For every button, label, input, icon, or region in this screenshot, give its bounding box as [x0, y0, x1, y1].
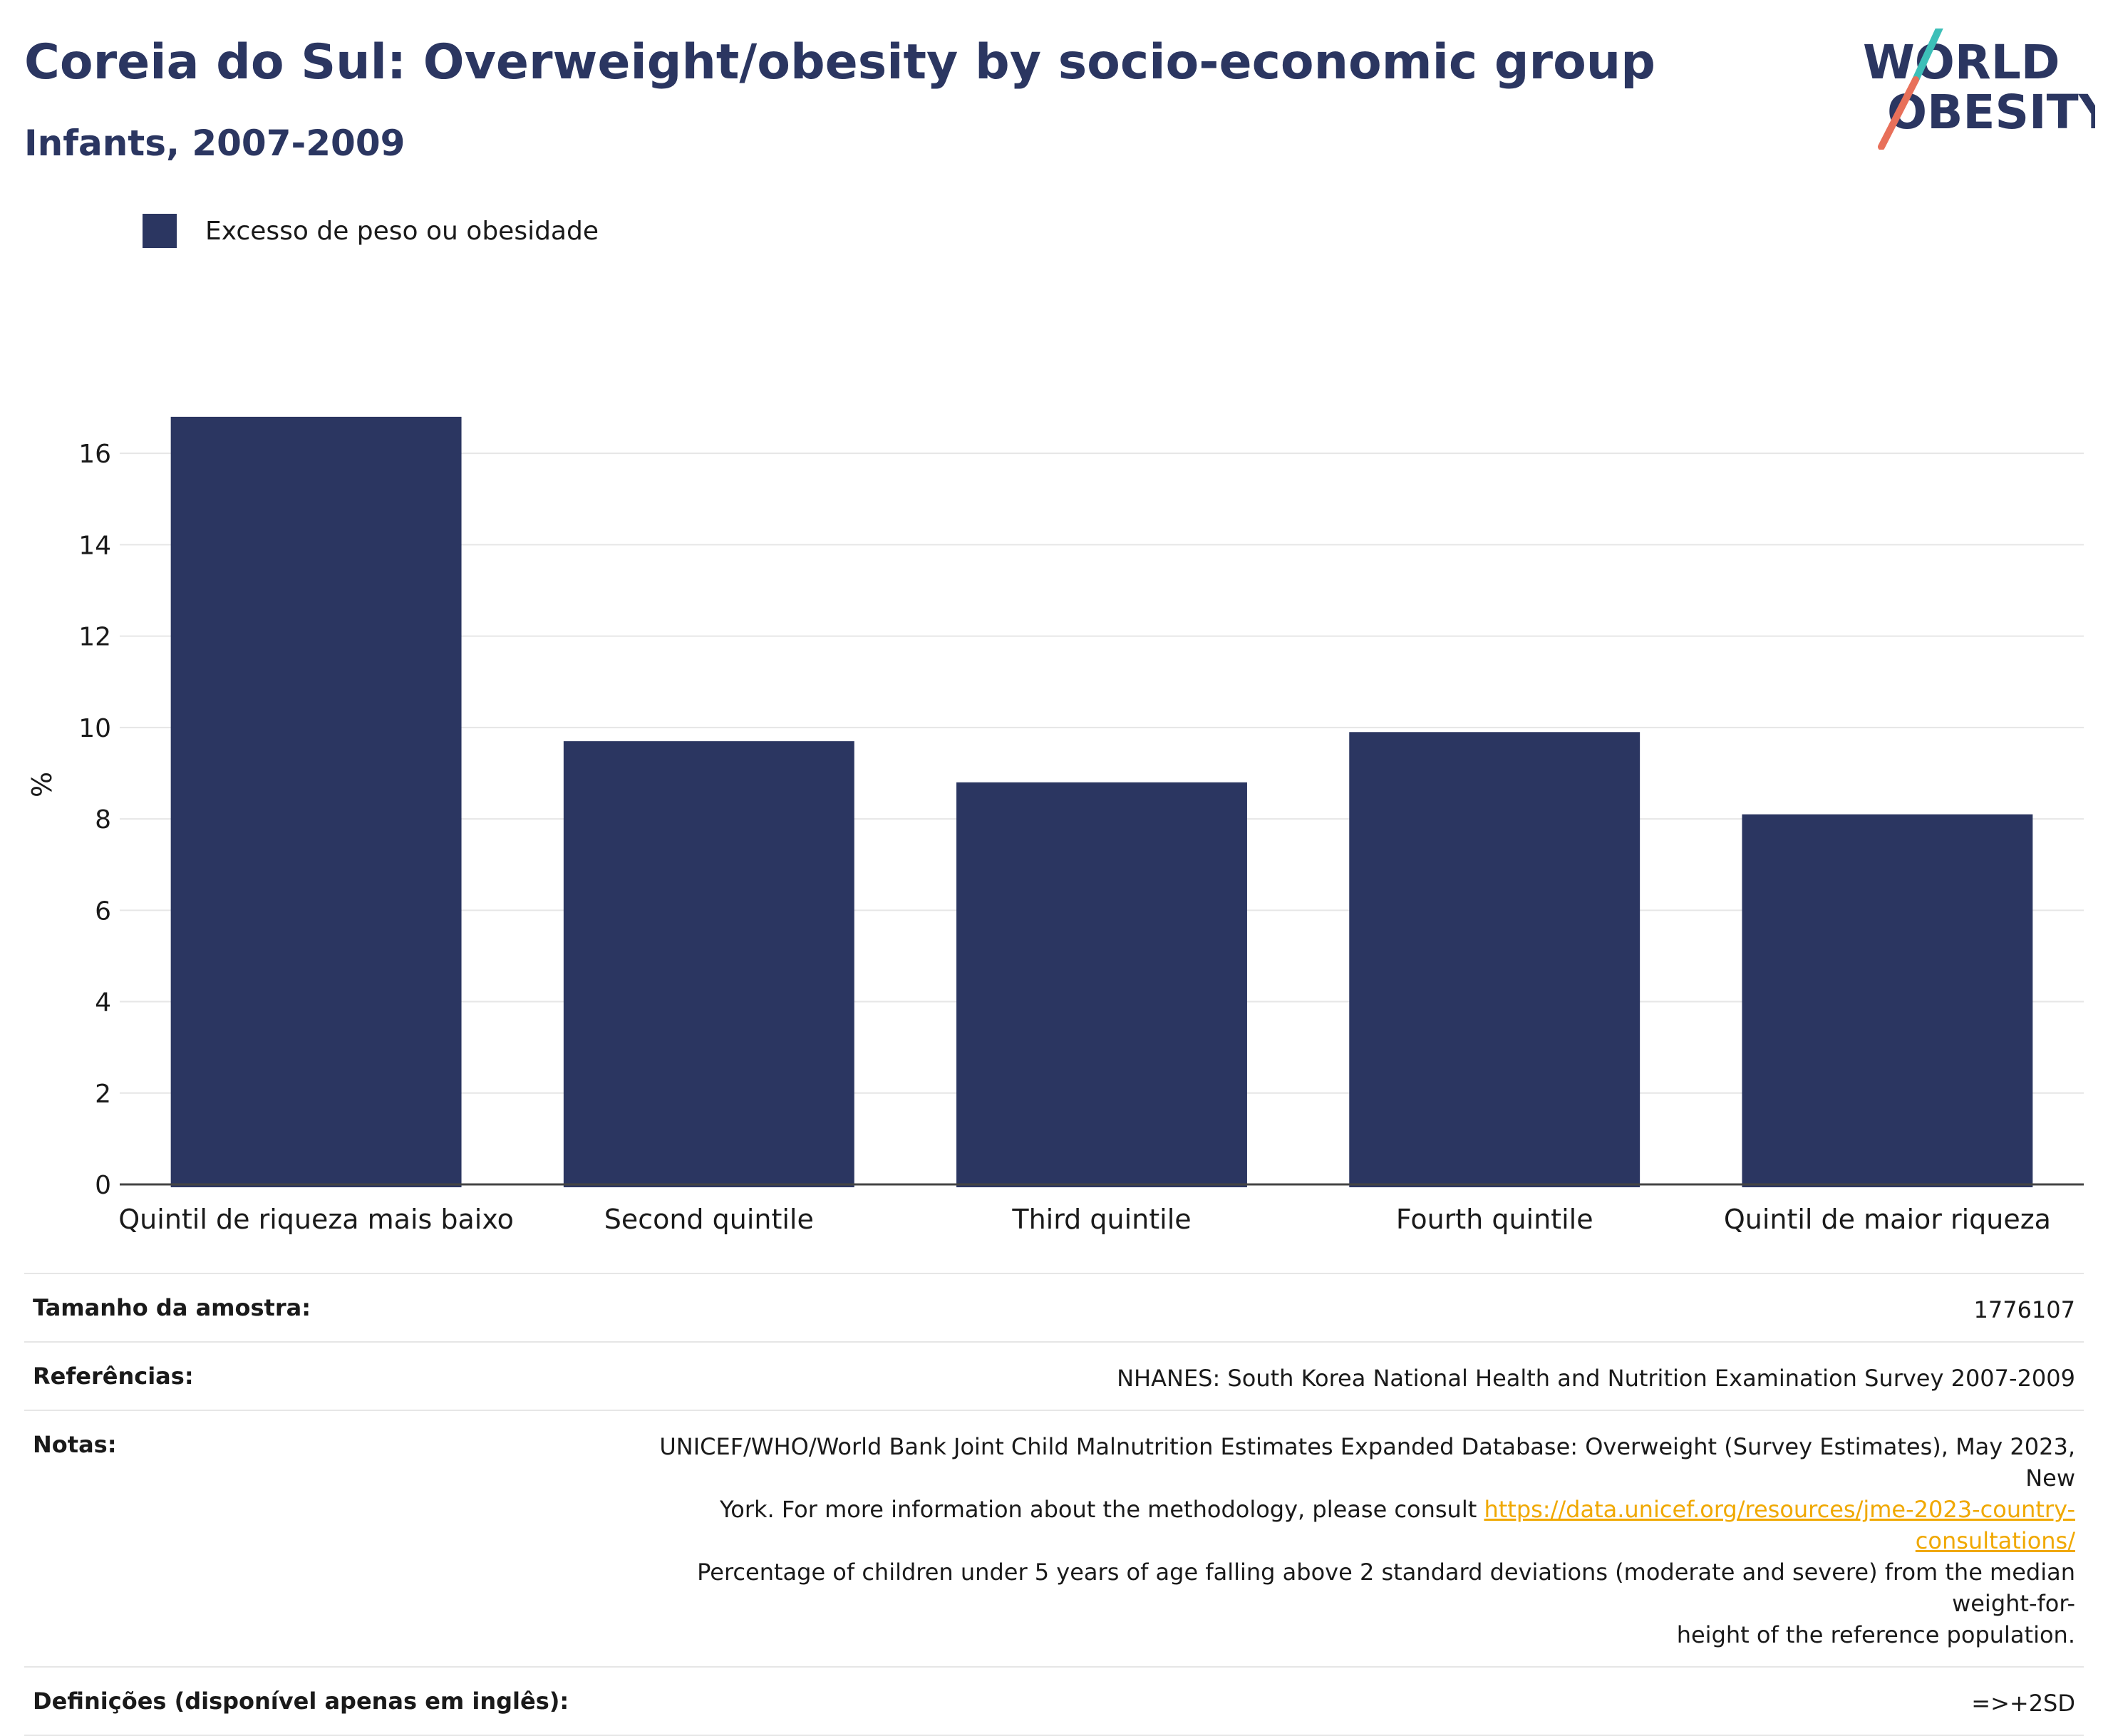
info-table: Tamanho da amostra: 1776107 Referências:… — [24, 1273, 2084, 1736]
y-axis-label: % — [26, 772, 58, 797]
legend[interactable]: Excesso de peso ou obesidade — [143, 212, 599, 249]
y-tick-label: 2 — [95, 1080, 111, 1109]
notes-line-1: UNICEF/WHO/World Bank Joint Child Malnut… — [659, 1433, 2075, 1492]
legend-swatch — [143, 214, 177, 248]
references-row: Referências: NHANES: South Korea Nationa… — [24, 1341, 2084, 1410]
bar — [563, 741, 854, 1187]
notes-row: Notas: UNICEF/WHO/World Bank Joint Child… — [24, 1410, 2084, 1666]
notes-line-2-text: York. For more information about the met… — [719, 1496, 1477, 1523]
y-tick-label: 8 — [95, 805, 111, 835]
notes-label: Notas: — [33, 1431, 117, 1458]
y-tick-label: 10 — [78, 714, 111, 743]
definitions-value: =>+2SD — [1971, 1690, 2075, 1717]
legend-label: Excesso de peso ou obesidade — [205, 216, 599, 246]
y-tick-label: 16 — [78, 440, 111, 469]
world-obesity-logo: WORLD OBESITY — [1863, 29, 2095, 150]
notes-line-3: Percentage of children under 5 years of … — [697, 1559, 2075, 1617]
bar — [956, 782, 1247, 1187]
bar — [1349, 732, 1641, 1187]
logo-text-world: WORLD — [1863, 35, 2060, 90]
notes-line-4: height of the reference population. — [1676, 1621, 2075, 1648]
references-label: Referências: — [33, 1363, 194, 1390]
y-tick-label: 0 — [95, 1171, 111, 1200]
sample-size-row: Tamanho da amostra: 1776107 — [24, 1273, 2084, 1341]
sample-size-label: Tamanho da amostra: — [33, 1294, 311, 1321]
x-tick-label: Quintil de maior riqueza — [1724, 1204, 2051, 1235]
y-tick-label: 12 — [78, 623, 111, 652]
logo-slash-top — [1912, 29, 1943, 83]
notes-value: UNICEF/WHO/World Bank Joint Child Malnut… — [614, 1431, 2075, 1650]
y-tick-label: 14 — [78, 531, 111, 560]
bar-chart: 0 2 4 6 8 10 12 14 16% Quintil de riqueza mais ba… — [26, 416, 2084, 1235]
x-tick-label: Third quintile — [1011, 1204, 1191, 1235]
definitions-label: Definições (disponível apenas em inglês)… — [33, 1688, 569, 1715]
x-tick-label: Second quintile — [604, 1204, 814, 1235]
notes-line-2: York. For more information about the met… — [614, 1494, 2075, 1556]
definitions-row: Definições (disponível apenas em inglês)… — [24, 1666, 2084, 1736]
y-tick-label: 6 — [95, 897, 111, 926]
x-tick-label: Quintil de riqueza mais baixo — [118, 1204, 514, 1235]
references-value: NHANES: South Korea National Health and … — [1117, 1365, 2075, 1392]
chart-title: Coreia do Sul: Overweight/obesity by soc… — [24, 34, 1655, 91]
x-tick-label: Fourth quintile — [1396, 1204, 1593, 1235]
logo-text-obesity: OBESITY — [1887, 85, 2095, 140]
notes-link[interactable]: https://data.unicef.org/resources/jme-20… — [1484, 1496, 2075, 1554]
chart-subtitle: Infants, 2007-2009 — [24, 123, 405, 164]
sample-size-value: 1776107 — [1973, 1296, 2075, 1323]
bar — [1742, 814, 2033, 1187]
y-tick-label: 4 — [95, 988, 111, 1018]
logo-slash-bottom — [1878, 76, 1919, 150]
bar — [170, 416, 462, 1187]
